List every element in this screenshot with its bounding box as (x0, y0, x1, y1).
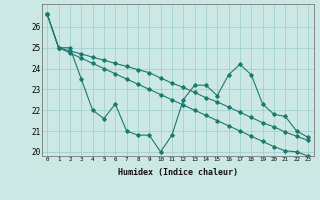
X-axis label: Humidex (Indice chaleur): Humidex (Indice chaleur) (118, 168, 237, 177)
